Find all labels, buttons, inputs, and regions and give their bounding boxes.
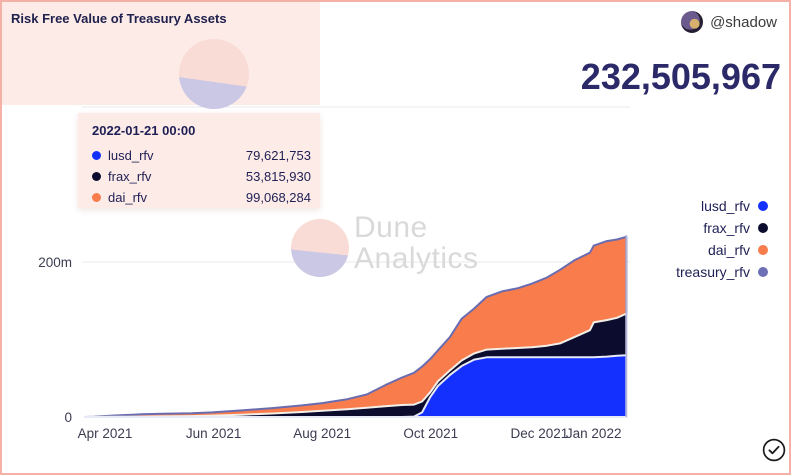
tooltip-rows: lusd_rfv 79,621,753 frax_rfv 53,815,930 dai_… bbox=[92, 145, 311, 208]
x-tick-label: Dec 2021 bbox=[510, 426, 569, 441]
x-tick-label: Apr 2021 bbox=[77, 426, 133, 441]
hover-tooltip: 2022-01-21 00:00 lusd_rfv 79,621,753 frax_… bbox=[78, 113, 320, 208]
watermark-line1: Dune bbox=[354, 211, 428, 244]
chart-title: Risk Free Value of Treasury Assets bbox=[11, 11, 227, 26]
legend-label: lusd_rfv bbox=[700, 198, 750, 214]
legend-dot bbox=[758, 201, 768, 211]
tooltip-row-lusd_rfv: lusd_rfv 79,621,753 bbox=[92, 145, 311, 166]
x-tick-label: Aug 2021 bbox=[293, 426, 352, 441]
series-value: 79,621,753 bbox=[245, 148, 311, 163]
check-circle-icon bbox=[762, 438, 786, 462]
legend-label: treasury_rfv bbox=[676, 264, 750, 280]
series-dot bbox=[92, 193, 101, 202]
series-label: dai_rfv bbox=[108, 190, 148, 205]
chart-legend: lusd_rfv frax_rfv dai_rfv treasury_rfv bbox=[676, 195, 768, 283]
watermark-line2: Analytics bbox=[354, 242, 479, 275]
legend-dot bbox=[758, 245, 768, 255]
legend-item-treasury_rfv[interactable]: treasury_rfv bbox=[676, 261, 768, 283]
y-tick-label: 0 bbox=[64, 410, 72, 425]
dune-logo-icon bbox=[179, 39, 249, 109]
series-dot bbox=[92, 172, 101, 181]
y-tick-label: 200m bbox=[38, 255, 72, 270]
series-dot bbox=[92, 151, 101, 160]
legend-item-frax_rfv[interactable]: frax_rfv bbox=[676, 217, 768, 239]
x-tick-label: Jan 2022 bbox=[565, 426, 622, 441]
header-card bbox=[2, 2, 320, 105]
series-value: 99,068,284 bbox=[245, 190, 311, 205]
legend-item-dai_rfv[interactable]: dai_rfv bbox=[676, 239, 768, 261]
legend-label: dai_rfv bbox=[707, 242, 750, 258]
big-number-counter: 232,505,967 bbox=[580, 56, 781, 97]
area-series bbox=[83, 354, 628, 418]
x-tick-label: Jun 2021 bbox=[185, 426, 242, 441]
tooltip-row-dai_rfv: dai_rfv 99,068,284 bbox=[92, 187, 311, 208]
author-handle[interactable]: @shadow bbox=[710, 13, 777, 31]
x-tick-label: Oct 2021 bbox=[403, 426, 459, 441]
dune-logo-watermark bbox=[291, 219, 349, 277]
tooltip-row-frax_rfv: frax_rfv 53,815,930 bbox=[92, 166, 311, 187]
legend-label: frax_rfv bbox=[703, 220, 750, 236]
legend-dot bbox=[758, 223, 768, 233]
legend-item-lusd_rfv[interactable]: lusd_rfv bbox=[676, 195, 768, 217]
series-value: 53,815,930 bbox=[245, 169, 311, 184]
check-button[interactable] bbox=[762, 438, 786, 462]
legend-dot bbox=[758, 267, 768, 277]
author-link[interactable]: @shadow bbox=[681, 11, 777, 33]
dune-watermark-text: Dune Analytics bbox=[354, 212, 479, 274]
tooltip-timestamp: 2022-01-21 00:00 bbox=[92, 123, 196, 138]
series-label: frax_rfv bbox=[108, 169, 152, 184]
avatar[interactable] bbox=[681, 11, 704, 33]
series-label: lusd_rfv bbox=[108, 148, 154, 163]
